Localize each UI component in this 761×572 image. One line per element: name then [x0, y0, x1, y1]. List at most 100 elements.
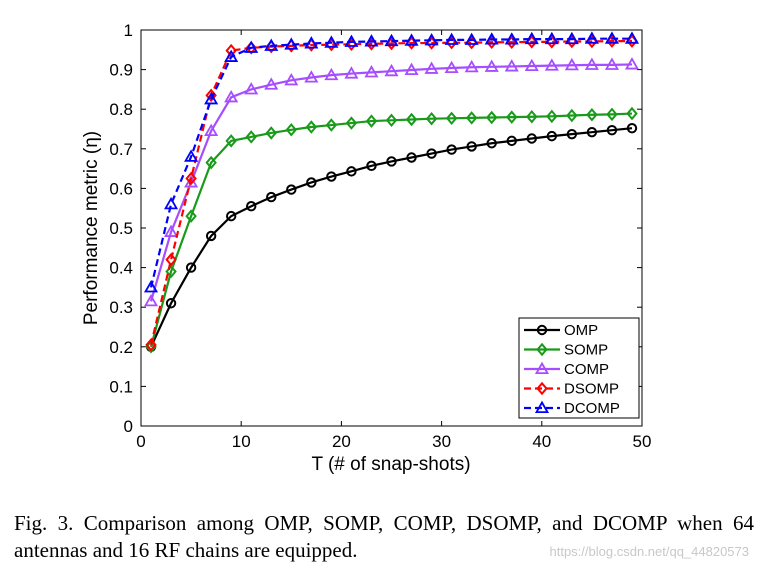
performance-chart: 0 10 20 30 40 50 0 0.1 0.2 0.3 0.4 0.5 0.6 0.7 0.8 0.9 1…: [81, 21, 651, 475]
x-tick-label: 40: [532, 432, 551, 451]
data-point-dcomp: [464, 32, 479, 45]
legend-label-omp: OMP: [564, 322, 598, 339]
y-tick-label: 0.7: [109, 140, 133, 159]
data-point-omp: [346, 166, 357, 177]
data-point-comp: [244, 82, 259, 95]
data-point-comp: [384, 63, 399, 77]
legend-marker-omp: [536, 324, 548, 336]
series-omp: [145, 123, 638, 352]
data-point-somp: [385, 113, 398, 128]
data-point-omp: [205, 230, 217, 242]
data-point-somp: [285, 123, 298, 137]
data-point-dcomp: [244, 40, 259, 53]
data-point-comp: [284, 72, 299, 86]
data-point-somp: [365, 114, 378, 128]
data-point-comp: [304, 70, 319, 83]
data-point-dcomp: [604, 31, 619, 44]
series-line-omp: [150, 127, 633, 348]
y-tick-label: 0.2: [109, 338, 133, 357]
data-point-dcomp: [424, 32, 439, 46]
data-point-comp: [324, 67, 339, 81]
data-point-dcomp: [404, 33, 419, 46]
watermark: https://blog.csdn.net/qq_44820573: [549, 544, 750, 559]
series-somp: [145, 106, 638, 354]
data-point-somp: [265, 126, 277, 140]
y-tick-label: 0: [124, 417, 133, 436]
data-point-omp: [506, 135, 517, 147]
data-point-omp: [446, 144, 457, 155]
y-tick-label: 0.3: [109, 298, 133, 317]
data-point-somp: [485, 110, 498, 125]
data-point-comp: [164, 224, 179, 237]
y-tick-label: 0.4: [109, 259, 133, 278]
data-point-dsomp: [145, 338, 157, 352]
data-point-somp: [325, 118, 338, 132]
data-point-comp: [484, 59, 499, 72]
axis-ticks: 0 10 20 30 40 50 0 0.1 0.2 0.3 0.4 0.5 0.6 0.7 0.8 0.9 1: [109, 21, 651, 451]
data-point-comp: [464, 59, 479, 73]
data-point-somp: [445, 111, 458, 126]
data-point-omp: [586, 126, 598, 138]
data-point-comp: [204, 123, 219, 137]
legend-label-comp: COMP: [564, 361, 609, 378]
data-point-omp: [606, 124, 618, 136]
data-point-dcomp: [584, 31, 599, 44]
series-layer: [143, 31, 640, 354]
x-axis-label: T (# of snap-shots): [311, 454, 470, 475]
data-point-omp: [225, 210, 237, 222]
data-point-dcomp: [544, 31, 559, 45]
data-point-omp: [566, 128, 578, 140]
legend-marker-comp: [534, 361, 550, 375]
data-point-dsomp: [185, 171, 197, 186]
data-point-dcomp: [143, 280, 159, 293]
legend-marker-somp: [536, 342, 548, 357]
data-point-somp: [405, 112, 418, 127]
data-point-dcomp: [304, 36, 319, 49]
legend-marker-dcomp: [534, 400, 550, 414]
x-tick-label: 20: [332, 432, 351, 451]
data-point-somp: [185, 209, 197, 223]
data-point-omp: [306, 177, 317, 188]
data-point-comp: [524, 58, 539, 72]
data-point-comp: [584, 57, 599, 70]
data-point-somp: [506, 110, 518, 124]
data-point-somp: [165, 264, 177, 279]
legend-label-dsomp: DSOMP: [564, 381, 619, 398]
data-point-somp: [606, 107, 618, 122]
series-comp: [143, 57, 640, 307]
data-point-somp: [305, 120, 318, 134]
data-point-dcomp: [364, 34, 379, 47]
data-point-omp: [526, 133, 537, 144]
data-point-omp: [326, 171, 337, 182]
data-point-somp: [205, 155, 217, 170]
data-point-comp: [344, 66, 359, 79]
series-line-comp: [149, 63, 633, 302]
x-tick-label: 30: [432, 432, 451, 451]
data-point-somp: [225, 134, 237, 148]
y-tick-label: 0.5: [109, 219, 133, 238]
data-point-dcomp: [444, 32, 459, 45]
data-point-somp: [546, 109, 558, 124]
legend-label-dcomp: DCOMP: [564, 400, 620, 417]
data-point-dcomp: [344, 34, 359, 47]
data-point-dcomp: [564, 31, 579, 45]
data-point-omp: [546, 130, 558, 142]
data-point-comp: [404, 62, 419, 76]
x-tick-label: 50: [633, 432, 652, 451]
data-point-dcomp: [164, 196, 179, 210]
y-tick-label: 0.9: [109, 61, 133, 80]
data-point-dcomp: [224, 49, 239, 62]
data-point-somp: [245, 130, 257, 144]
data-point-dcomp: [504, 32, 519, 45]
data-point-omp: [286, 184, 297, 195]
data-point-omp: [426, 148, 437, 159]
data-point-omp: [185, 262, 197, 273]
series-line-somp: [149, 112, 633, 348]
x-tick-label: 10: [232, 432, 251, 451]
data-point-dcomp: [204, 91, 219, 105]
data-point-somp: [626, 106, 638, 121]
data-point-somp: [465, 111, 478, 125]
data-point-comp: [604, 57, 619, 70]
y-tick-label: 0.6: [109, 179, 133, 198]
data-point-omp: [386, 156, 397, 167]
